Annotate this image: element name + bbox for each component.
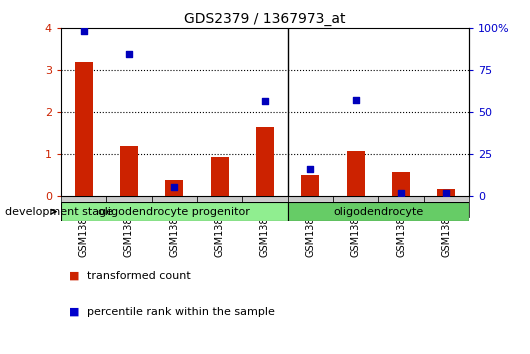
Text: oligodendrocyte progenitor: oligodendrocyte progenitor <box>99 206 250 217</box>
Title: GDS2379 / 1367973_at: GDS2379 / 1367973_at <box>184 12 346 26</box>
Bar <box>423 196 469 217</box>
Text: transformed count: transformed count <box>87 271 191 281</box>
Text: ■: ■ <box>69 271 80 281</box>
Bar <box>378 196 423 217</box>
Bar <box>61 196 107 217</box>
Point <box>397 190 405 196</box>
Bar <box>152 196 197 217</box>
Bar <box>347 151 365 196</box>
Bar <box>288 202 469 221</box>
Text: development stage: development stage <box>5 207 113 217</box>
Point <box>261 98 269 104</box>
Bar <box>107 196 152 217</box>
Bar <box>165 181 183 196</box>
Point <box>442 190 450 196</box>
Bar <box>288 196 333 217</box>
Bar <box>301 175 320 196</box>
Point <box>80 28 88 34</box>
Point <box>306 166 315 172</box>
Point <box>351 97 360 103</box>
Bar <box>210 156 229 196</box>
Bar <box>197 196 242 217</box>
Bar <box>392 172 410 196</box>
Bar <box>256 127 274 196</box>
Bar <box>437 189 455 196</box>
Bar <box>242 196 288 217</box>
Bar <box>120 146 138 196</box>
Text: percentile rank within the sample: percentile rank within the sample <box>87 307 275 316</box>
Text: ■: ■ <box>69 307 80 316</box>
Bar <box>333 196 378 217</box>
Point <box>125 52 133 57</box>
Bar <box>75 62 93 196</box>
Text: oligodendrocyte: oligodendrocyte <box>333 206 423 217</box>
Point <box>170 184 179 190</box>
Bar <box>61 202 288 221</box>
